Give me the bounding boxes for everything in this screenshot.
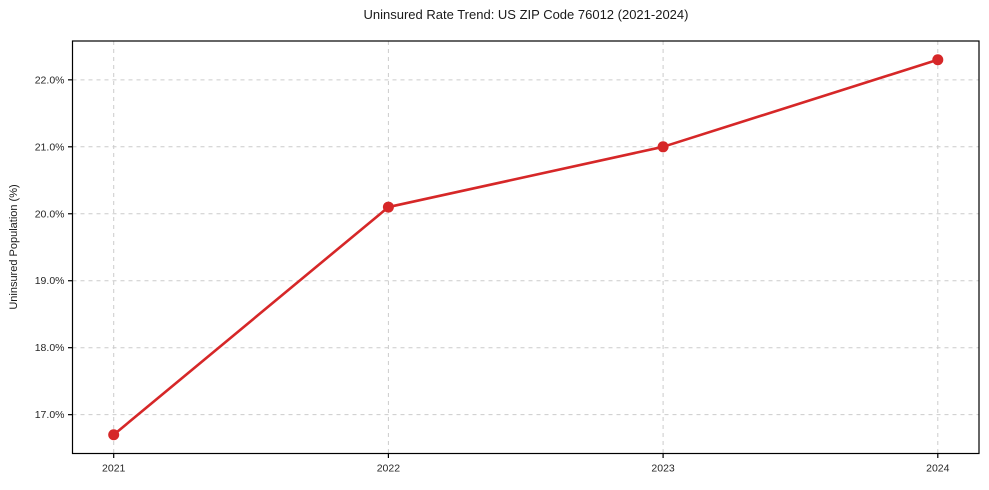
data-point [932, 54, 944, 66]
x-tick-label: 2022 [377, 463, 401, 475]
y-tick-label: 22.0% [35, 74, 65, 86]
y-tick-label: 18.0% [35, 342, 65, 354]
y-tick-label: 17.0% [35, 409, 65, 421]
data-point [382, 201, 394, 213]
y-tick-label: 21.0% [35, 141, 65, 153]
y-tick-label: 19.0% [35, 275, 65, 287]
y-tick-label: 20.0% [35, 208, 65, 220]
axis-frame [71, 40, 980, 455]
x-tick-label: 2024 [926, 463, 950, 475]
data-point [657, 141, 669, 153]
x-tick-label: 2023 [651, 463, 675, 475]
chart-title: Uninsured Rate Trend: US ZIP Code 76012 … [363, 7, 689, 22]
data-point [108, 429, 120, 441]
x-tick-label: 2021 [102, 463, 126, 475]
trend-line [112, 58, 940, 437]
